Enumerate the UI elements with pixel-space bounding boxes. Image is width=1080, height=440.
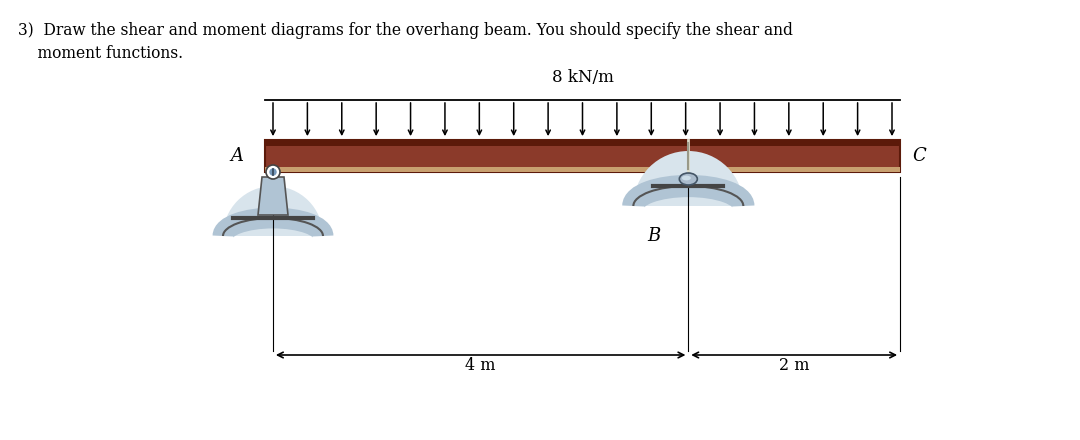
Text: 3)  Draw the shear and moment diagrams for the overhang beam. You should specify: 3) Draw the shear and moment diagrams fo… [18, 22, 793, 39]
Wedge shape [633, 151, 743, 206]
Polygon shape [258, 177, 288, 215]
Ellipse shape [679, 173, 698, 185]
Text: 4 m: 4 m [465, 357, 496, 374]
Wedge shape [222, 186, 323, 236]
Text: B: B [647, 227, 660, 245]
Text: A: A [230, 147, 243, 165]
Bar [265, 140, 900, 146]
Circle shape [266, 165, 280, 179]
Bar [265, 167, 900, 172]
Circle shape [270, 169, 276, 175]
Ellipse shape [681, 176, 691, 180]
Text: 8 kN/m: 8 kN/m [552, 69, 613, 86]
Text: 2 m: 2 m [779, 357, 809, 374]
Text: moment functions.: moment functions. [18, 45, 184, 62]
Bar [265, 140, 900, 172]
Text: C: C [912, 147, 926, 165]
